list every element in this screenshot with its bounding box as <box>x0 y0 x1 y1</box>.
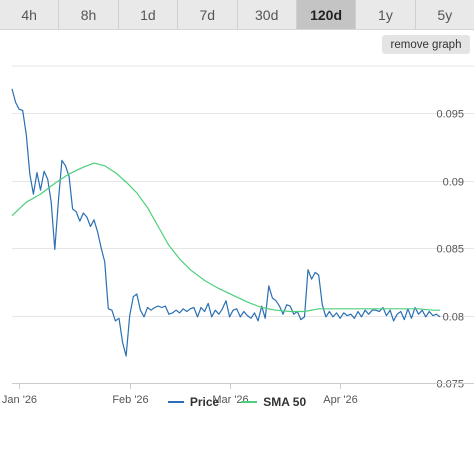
x-tick-label: Jan '26 <box>2 394 37 406</box>
legend-item-sma[interactable]: SMA 50 <box>241 395 306 409</box>
sma-series-line <box>11 162 440 313</box>
price-chart[interactable]: 0.075 0.08 0.085 0.09 0.095 Jan '26 Feb '26 Mar… <box>0 56 474 415</box>
tab-4h[interactable]: 4h <box>0 0 60 29</box>
remove-graph-button[interactable]: remove graph <box>382 35 470 54</box>
tab-7d[interactable]: 7d <box>178 0 238 29</box>
y-tick-label: 0.09 <box>443 177 464 189</box>
x-tick-label: Apr '26 <box>323 394 358 406</box>
tab-8h[interactable]: 8h <box>59 0 119 29</box>
y-tick-label: 0.08 <box>443 312 464 324</box>
legend-swatch-price <box>167 401 184 403</box>
price-series-line <box>11 88 441 357</box>
chart-legend: Price SMA 50 <box>0 392 474 412</box>
y-tick-label: 0.085 <box>436 244 464 256</box>
legend-label-price: Price <box>189 395 220 409</box>
x-tick-label: Mar '26 <box>212 394 248 406</box>
tab-1d[interactable]: 1d <box>119 0 179 29</box>
timeframe-tabs: 4h 8h 1d 7d 30d 120d 1y 5y <box>0 0 474 30</box>
tab-5y[interactable]: 5y <box>437 6 453 23</box>
price-chart-svg: 0.075 0.08 0.085 0.09 0.095 Jan '26 Feb '26 Mar… <box>2 65 474 406</box>
legend-item-price[interactable]: Price <box>167 395 220 409</box>
tab-1y[interactable]: 1y <box>356 0 416 29</box>
y-tick-label: 0.075 <box>436 379 464 391</box>
tab-30d[interactable]: 30d <box>238 0 297 29</box>
legend-swatch-sma <box>241 401 258 403</box>
y-tick-label: 0.095 <box>436 109 464 121</box>
x-tick-label: Feb '26 <box>112 394 148 406</box>
legend-label-sma: SMA 50 <box>263 395 307 409</box>
tab-120d[interactable]: 120d <box>296 0 357 29</box>
